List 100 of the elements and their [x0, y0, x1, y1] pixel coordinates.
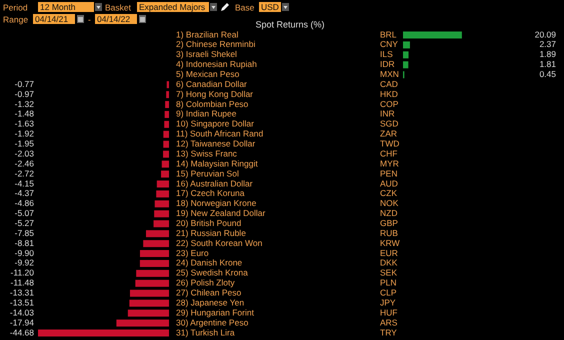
- y2-tick-label: EUR: [380, 248, 398, 258]
- y2-tick-label: BRL: [380, 29, 397, 40]
- data-label: -14.03: [10, 307, 34, 318]
- y-tick-label: 1) Brazilian Real: [176, 29, 238, 40]
- y2-tick-label: MYR: [380, 158, 399, 168]
- y-tick-label: 31) Turkish Lira: [176, 327, 235, 338]
- y-tick-label: 26) Polish Zloty: [176, 278, 236, 288]
- y2-tick-label: PEN: [380, 168, 398, 178]
- data-label: -17.94: [10, 317, 34, 328]
- text: 04/14/21: [35, 14, 68, 24]
- data-label: -9.90: [14, 248, 34, 258]
- y2-tick-label: HUF: [380, 307, 398, 318]
- y2-tick-label: KRW: [380, 238, 400, 248]
- y-tick-label: 2) Chinese Renminbi: [176, 39, 256, 50]
- y2-tick-label: IDR: [380, 59, 395, 70]
- y-tick-label: 7) Hong Kong Dollar: [176, 88, 254, 99]
- y-tick-label: 14) Malaysian Ringgit: [176, 158, 258, 168]
- text: Range: [3, 14, 28, 24]
- y-tick-label: 29) Hungarian Forint: [176, 307, 255, 318]
- bar: [403, 32, 462, 38]
- y-tick-label: 21) Russian Ruble: [176, 228, 246, 238]
- data-label: -2.03: [14, 148, 34, 158]
- y2-tick-label: SGD: [380, 118, 398, 129]
- text: Expanded Majors: [139, 2, 206, 12]
- y-tick-label: 20) British Pound: [176, 218, 242, 228]
- y2-tick-label: COP: [380, 98, 399, 109]
- y2-tick-label: AUD: [380, 178, 398, 188]
- y-tick-label: 6) Canadian Dollar: [176, 78, 248, 89]
- y-tick-label: 10) Singapore Dollar: [176, 118, 254, 129]
- y-tick-label: 12) Taiwanese Dollar: [176, 138, 256, 149]
- y-tick-label: 25) Swedish Krona: [176, 268, 248, 278]
- y2-tick-label: INR: [380, 108, 395, 119]
- y2-tick-label: MXN: [380, 68, 399, 79]
- text: 12 Month: [40, 2, 76, 12]
- y2-tick-label: SEK: [380, 268, 398, 278]
- y-tick-label: 30) Argentine Peso: [176, 317, 249, 328]
- y2-tick-label: CZK: [380, 188, 398, 198]
- data-label: -0.97: [14, 88, 34, 99]
- data-label: -1.92: [14, 128, 34, 139]
- y2-tick-label: JPY: [380, 297, 396, 308]
- y-tick-label: 16) Australian Dollar: [176, 178, 253, 188]
- bar: [403, 61, 408, 68]
- y2-tick-label: CLP: [380, 288, 397, 298]
- y2-tick-label: TRY: [380, 327, 398, 338]
- y-tick-label: 22) South Korean Won: [176, 238, 263, 248]
- y2-tick-label: NZD: [380, 208, 398, 218]
- y-tick-label: 15) Peruvian Sol: [176, 168, 239, 178]
- y-tick-label: 3) Israeli Shekel: [176, 49, 238, 60]
- y-tick-label: 28) Japanese Yen: [176, 297, 244, 308]
- bar: [403, 41, 410, 48]
- data-label: -1.95: [14, 138, 34, 149]
- y2-tick-label: GBP: [380, 218, 398, 228]
- text: USD: [261, 2, 279, 12]
- y2-tick-label: ILS: [380, 49, 394, 60]
- y2-tick-label: PLN: [380, 278, 397, 288]
- data-label: -1.48: [14, 108, 34, 119]
- data-label: -4.86: [14, 198, 34, 208]
- y-tick-label: 4) Indonesian Rupiah: [176, 59, 258, 70]
- text: Basket: [105, 2, 132, 12]
- data-label: -5.07: [14, 208, 34, 218]
- y2-tick-label: ZAR: [380, 128, 397, 139]
- data-label: -2.46: [14, 158, 34, 168]
- y2-tick-label: CAD: [380, 78, 398, 89]
- y2-tick-label: RUB: [380, 228, 398, 238]
- data-label: -4.15: [14, 178, 34, 188]
- data-label: -13.31: [10, 288, 34, 298]
- data-label: -8.81: [14, 238, 34, 248]
- data-label: 20.09: [534, 29, 556, 40]
- y-tick-label: 8) Colombian Peso: [176, 98, 249, 109]
- data-label: -2.72: [14, 168, 34, 178]
- data-label: -13.51: [10, 297, 34, 308]
- bar: [403, 51, 409, 58]
- y2-tick-label: DKK: [380, 258, 398, 268]
- y-tick-label: 9) Indian Rupee: [176, 108, 237, 119]
- y2-tick-label: HKD: [380, 88, 398, 99]
- data-label: -0.77: [14, 78, 34, 89]
- y2-tick-label: NOK: [380, 198, 399, 208]
- data-label: -44.68: [10, 327, 34, 338]
- text: 04/14/22: [97, 14, 130, 24]
- data-label: -5.27: [14, 218, 34, 228]
- y-tick-label: 11) South African Rand: [176, 128, 264, 139]
- y-tick-label: 23) Euro: [176, 248, 209, 258]
- y2-tick-label: TWD: [380, 138, 400, 149]
- data-label: -9.92: [14, 258, 34, 268]
- data-label: 1.81: [539, 59, 556, 70]
- y-tick-label: 24) Danish Krone: [176, 258, 242, 268]
- data-label: -4.37: [14, 188, 34, 198]
- y-tick-label: 13) Swiss Franc: [176, 148, 238, 158]
- text: -: [88, 14, 91, 24]
- y2-tick-label: CHF: [380, 148, 398, 158]
- data-label: 2.37: [539, 39, 556, 50]
- data-label: -7.85: [14, 228, 34, 238]
- y-tick-label: 18) Norwegian Krone: [176, 198, 257, 208]
- y2-tick-label: CNY: [380, 39, 398, 50]
- y-tick-label: 5) Mexican Peso: [176, 68, 240, 79]
- data-label: -1.32: [14, 98, 34, 109]
- text: Period: [3, 2, 28, 12]
- y-tick-label: 19) New Zealand Dollar: [176, 208, 266, 218]
- data-label: -11.20: [10, 268, 34, 278]
- data-label: -1.63: [14, 118, 34, 129]
